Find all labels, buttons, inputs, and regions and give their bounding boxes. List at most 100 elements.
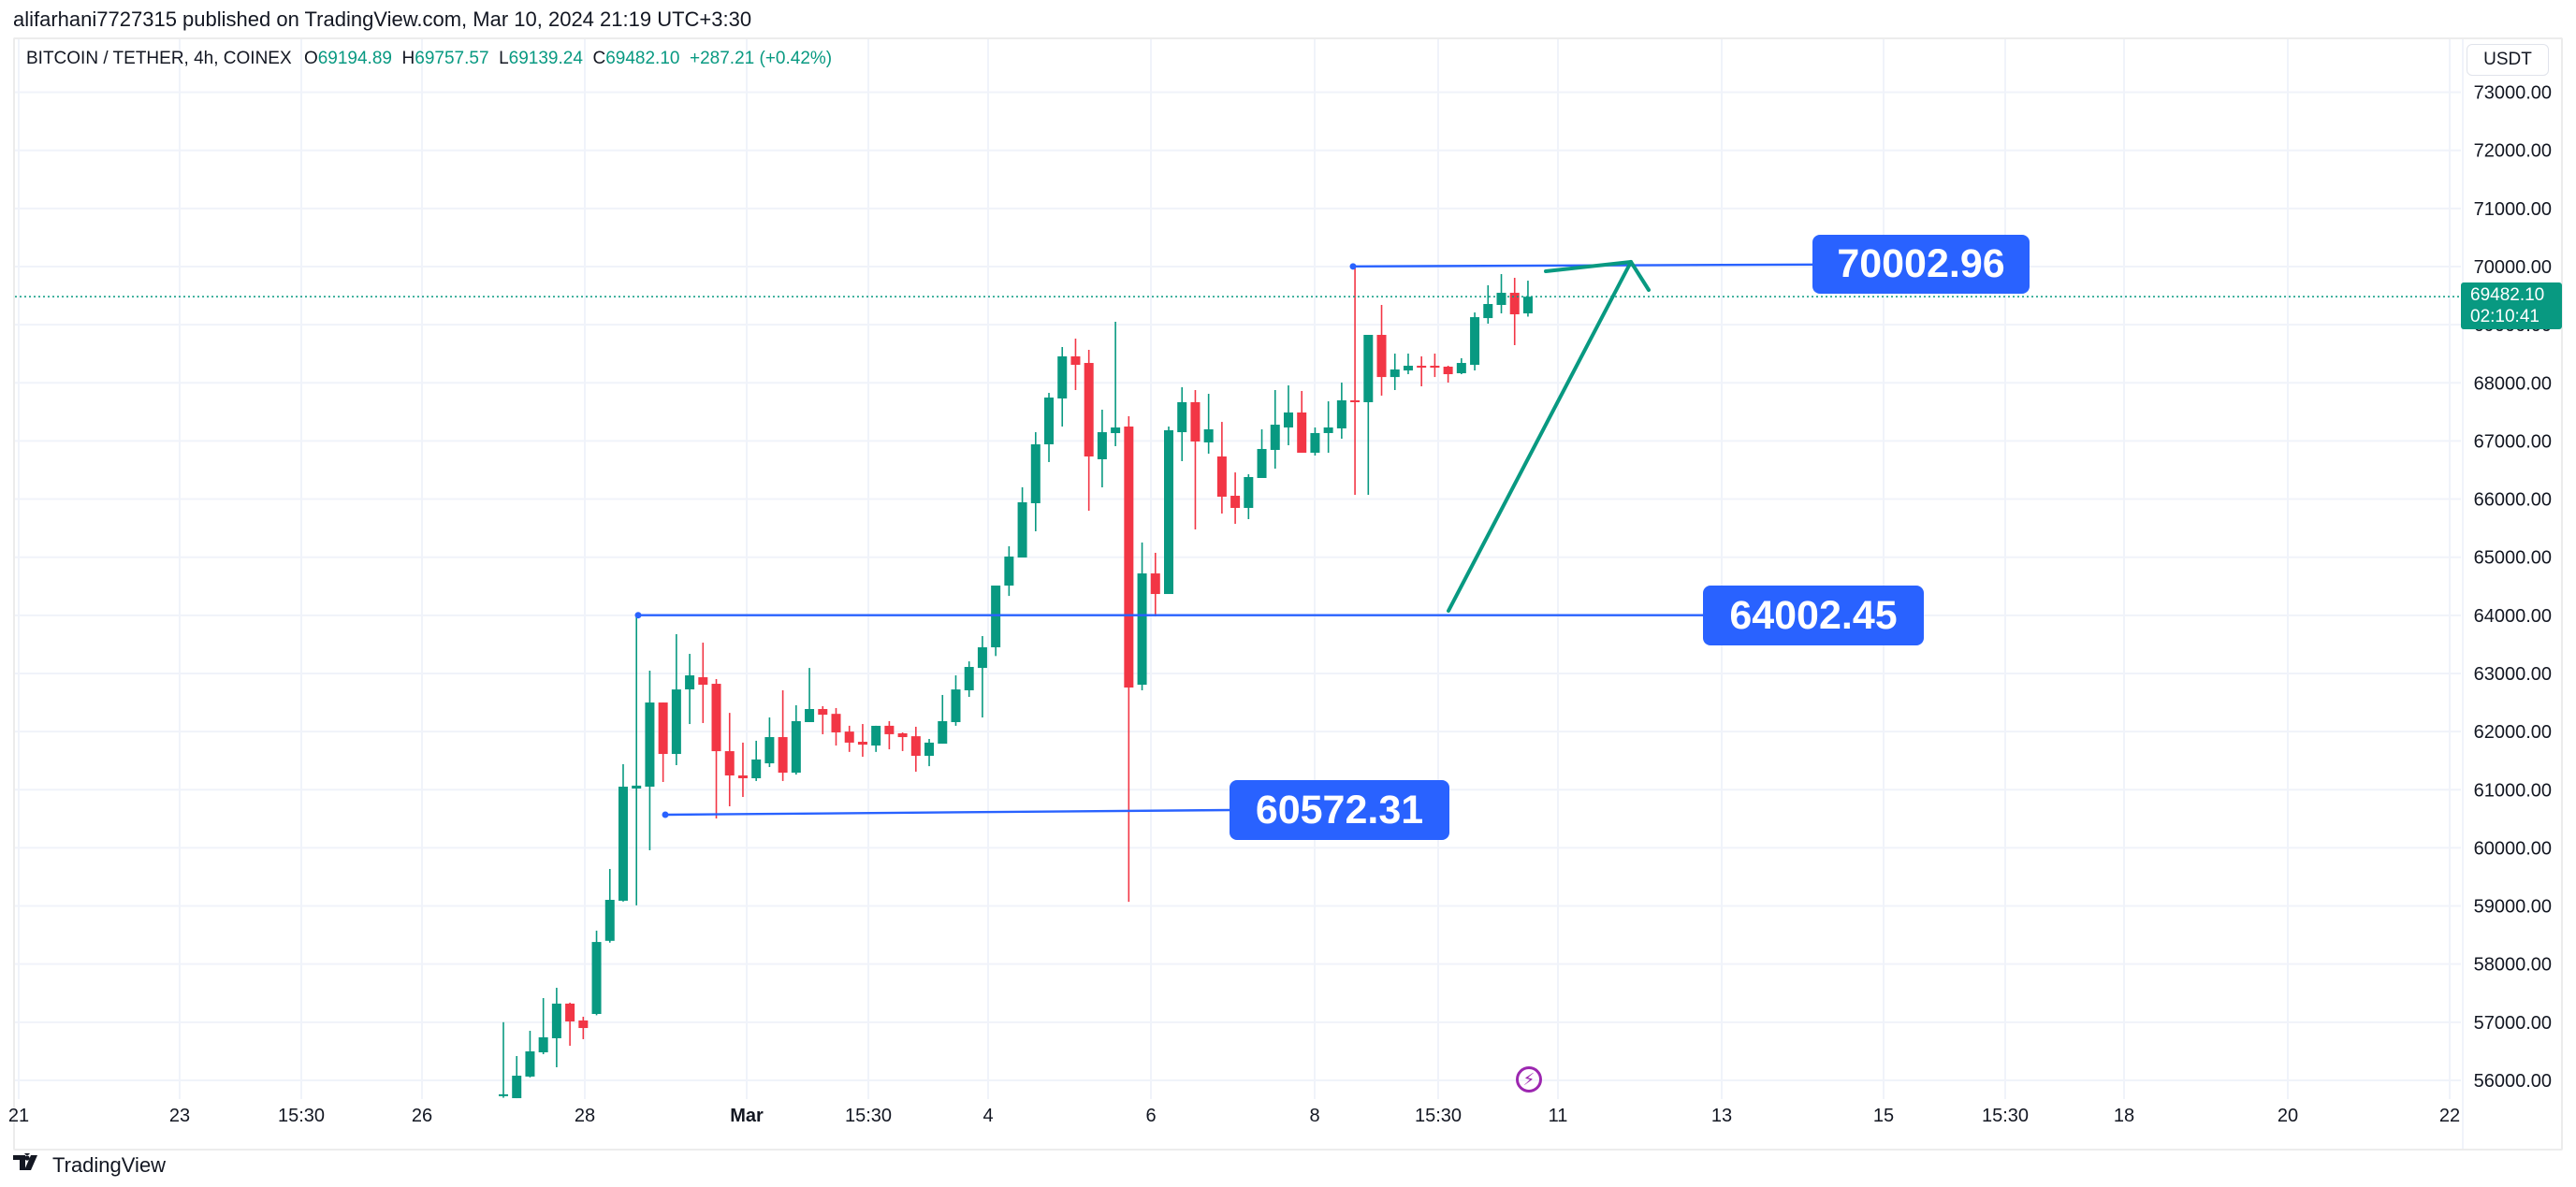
candle bbox=[1084, 363, 1094, 457]
candle bbox=[1137, 573, 1147, 686]
price-tag-64002[interactable]: 64002.45 bbox=[1703, 586, 1924, 645]
time-axis-label: 23 bbox=[169, 1106, 190, 1126]
open-value: 69194.89 bbox=[317, 49, 392, 68]
candle bbox=[1057, 356, 1068, 398]
candle bbox=[1190, 401, 1201, 442]
time-axis-label: 15 bbox=[1873, 1106, 1894, 1126]
candle bbox=[951, 689, 961, 722]
candle bbox=[1323, 427, 1333, 433]
candle bbox=[1044, 398, 1055, 445]
level-anchor-handle[interactable] bbox=[662, 811, 669, 818]
price-axis-label: 62000.00 bbox=[2474, 722, 2552, 743]
price-axis-label: 72000.00 bbox=[2474, 141, 2552, 162]
candle bbox=[938, 720, 948, 745]
candle bbox=[1390, 369, 1400, 378]
level-anchor-handle[interactable] bbox=[1349, 263, 1357, 270]
price-axis-label: 71000.00 bbox=[2474, 199, 2552, 220]
time-axis-label: 22 bbox=[2439, 1106, 2460, 1126]
candle bbox=[737, 775, 748, 779]
publisher-line: alifarhani7727315 published on TradingVi… bbox=[13, 7, 752, 31]
low-label: L bbox=[499, 49, 509, 68]
candle bbox=[604, 900, 615, 941]
time-axis-label: 26 bbox=[412, 1106, 432, 1126]
candle bbox=[1522, 297, 1533, 314]
candle bbox=[1417, 366, 1427, 369]
time-axis-label: 15:30 bbox=[1982, 1106, 2029, 1126]
time-axis-label: 15:30 bbox=[1415, 1106, 1462, 1126]
candle bbox=[751, 759, 762, 779]
close-value: 69482.10 bbox=[605, 49, 680, 68]
price-axis-label: 63000.00 bbox=[2474, 664, 2552, 685]
price-tag-70002[interactable]: 70002.96 bbox=[1812, 235, 2030, 294]
current-price-badge: 69482.10 02:10:41 bbox=[2461, 282, 2562, 329]
time-axis-label: 4 bbox=[982, 1106, 993, 1126]
candle bbox=[512, 1075, 522, 1099]
price-axis-label: 67000.00 bbox=[2474, 431, 2552, 452]
candle bbox=[805, 709, 815, 722]
candle bbox=[538, 1036, 548, 1053]
price-axis-label: 56000.00 bbox=[2474, 1071, 2552, 1092]
symbol-title: BITCOIN / TETHER, 4h, COINEX bbox=[26, 49, 292, 68]
candle bbox=[1456, 363, 1466, 374]
price-axis-label: 60000.00 bbox=[2474, 838, 2552, 859]
time-axis-label: 6 bbox=[1145, 1106, 1156, 1126]
tradingview-footer: TradingView bbox=[13, 1150, 166, 1178]
price-axis-label: 73000.00 bbox=[2474, 83, 2552, 104]
trend-arrow[interactable] bbox=[1447, 260, 1651, 613]
time-axis-label: 13 bbox=[1711, 1106, 1732, 1126]
level-line-60572[interactable] bbox=[664, 808, 1232, 817]
candle bbox=[1310, 432, 1320, 454]
time-axis-label: 8 bbox=[1309, 1106, 1319, 1126]
candle bbox=[1430, 366, 1440, 369]
candle bbox=[645, 702, 655, 788]
price-tag-60572[interactable]: 60572.31 bbox=[1230, 780, 1449, 840]
candles bbox=[499, 266, 1533, 1099]
lightning-event-icon[interactable]: ⚡︎ bbox=[1516, 1066, 1542, 1093]
candle bbox=[1363, 335, 1374, 402]
bar-countdown: 02:10:41 bbox=[2470, 307, 2540, 326]
candle bbox=[711, 684, 721, 752]
candle bbox=[818, 709, 828, 716]
time-axis-label: 18 bbox=[2114, 1106, 2134, 1126]
close-label: C bbox=[592, 49, 606, 68]
time-axis-label: 20 bbox=[2278, 1106, 2298, 1126]
candle bbox=[1350, 399, 1361, 402]
low-value: 69139.24 bbox=[508, 49, 583, 68]
candle bbox=[1203, 428, 1214, 442]
price-axis-label: 70000.00 bbox=[2474, 257, 2552, 278]
candle bbox=[1004, 557, 1014, 586]
price-axis-label: 68000.00 bbox=[2474, 373, 2552, 394]
time-axis-label: 15:30 bbox=[278, 1106, 325, 1126]
candle bbox=[764, 737, 775, 764]
time-axis-label: Mar bbox=[730, 1106, 764, 1126]
candle bbox=[1177, 401, 1187, 433]
candle bbox=[1124, 427, 1134, 688]
high-label: H bbox=[401, 49, 415, 68]
candle bbox=[658, 702, 668, 755]
candle bbox=[1443, 367, 1453, 375]
candle bbox=[698, 677, 708, 686]
candle bbox=[1270, 425, 1280, 450]
candle bbox=[1509, 293, 1520, 315]
price-axis-label: 65000.00 bbox=[2474, 548, 2552, 569]
currency-selector[interactable]: USDT bbox=[2467, 44, 2549, 76]
candle bbox=[910, 736, 921, 757]
candle bbox=[618, 787, 628, 901]
price-axis-label: 57000.00 bbox=[2474, 1013, 2552, 1034]
price-axis-label: 66000.00 bbox=[2474, 490, 2552, 511]
candle bbox=[685, 675, 695, 690]
candle bbox=[1030, 444, 1041, 503]
high-value: 69757.57 bbox=[415, 49, 489, 68]
candle bbox=[1150, 573, 1160, 595]
candle bbox=[991, 586, 1001, 648]
candle bbox=[844, 731, 854, 743]
time-axis-label: 28 bbox=[575, 1106, 595, 1126]
ohlc-legend: BITCOIN / TETHER, 4h, COINEX O69194.89 H… bbox=[26, 49, 832, 69]
level-anchor-handle[interactable] bbox=[634, 612, 642, 619]
candle bbox=[1070, 356, 1081, 366]
candle bbox=[1097, 432, 1107, 459]
candle bbox=[1470, 317, 1480, 366]
candle bbox=[977, 647, 987, 669]
price-axis-label: 61000.00 bbox=[2474, 780, 2552, 801]
